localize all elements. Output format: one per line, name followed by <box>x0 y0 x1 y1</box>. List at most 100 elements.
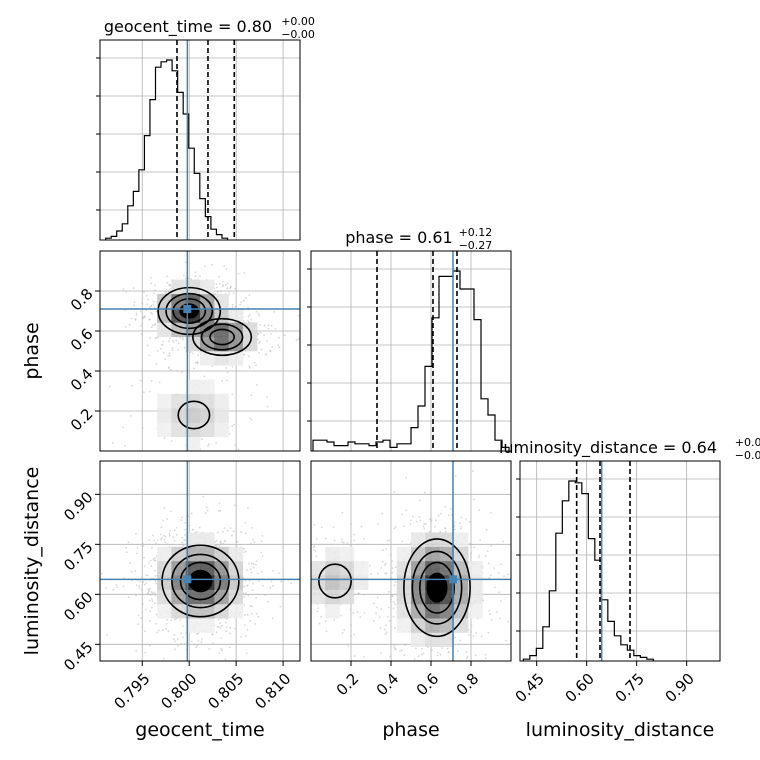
sample-point <box>132 287 135 290</box>
sample-point <box>184 277 187 280</box>
density-cell <box>396 603 412 619</box>
sample-point <box>224 490 226 492</box>
sample-point <box>145 573 148 576</box>
sample-point <box>248 417 251 420</box>
sample-point <box>465 657 468 660</box>
sample-point <box>454 475 457 477</box>
sample-point <box>400 649 403 652</box>
x-tick-label: 0.75 <box>612 670 648 706</box>
sample-point <box>307 627 309 629</box>
sample-point <box>477 556 480 559</box>
sample-point <box>394 581 397 583</box>
sample-point <box>342 541 345 544</box>
density-cell <box>157 603 172 619</box>
sample-point <box>315 538 318 540</box>
sample-point <box>148 539 151 542</box>
sample-point <box>169 337 172 340</box>
sample-point <box>171 349 174 352</box>
x-tick-label: 0.800 <box>157 670 200 713</box>
sample-point <box>219 541 222 543</box>
sample-point <box>141 302 144 305</box>
sample-point <box>489 574 492 577</box>
contour-line <box>179 561 222 601</box>
sample-point <box>320 526 323 529</box>
sample-point <box>496 611 498 614</box>
sample-point <box>316 610 319 613</box>
density-cell <box>200 546 215 562</box>
sample-point <box>225 379 228 382</box>
sample-point <box>231 534 233 537</box>
sample-point <box>152 303 155 306</box>
sample-point <box>243 624 246 627</box>
sample-point <box>278 572 281 575</box>
sample-point <box>181 541 184 544</box>
sample-point <box>231 303 234 306</box>
sample-point <box>318 622 321 625</box>
sample-point <box>125 546 128 549</box>
sample-point <box>386 540 389 542</box>
sample-point <box>236 540 239 543</box>
sample-point <box>145 582 148 585</box>
sample-point <box>488 577 491 579</box>
sample-point <box>260 551 263 554</box>
sample-point <box>145 309 148 312</box>
sample-point <box>169 285 172 287</box>
sample-point <box>153 559 156 562</box>
sample-point <box>154 322 157 325</box>
sample-point <box>453 523 456 526</box>
sample-point <box>487 562 490 565</box>
sample-point <box>171 340 174 342</box>
panel-frame <box>99 39 301 241</box>
sample-point <box>505 639 507 642</box>
sample-point <box>173 529 176 532</box>
sample-point <box>196 361 199 364</box>
sample-point <box>264 594 267 597</box>
sample-point <box>234 305 237 308</box>
sample-point <box>152 300 155 303</box>
sample-point <box>164 358 167 361</box>
sample-point <box>489 512 492 514</box>
sample-point <box>229 646 231 649</box>
title-lower-error: −0.00 <box>281 28 315 41</box>
sample-point <box>297 574 299 576</box>
sample-point <box>301 567 303 569</box>
density-cell <box>185 408 201 423</box>
sample-point <box>150 326 153 329</box>
density-cell <box>325 546 340 562</box>
sample-point <box>231 393 234 396</box>
sample-point <box>433 525 436 528</box>
sample-point <box>418 499 421 502</box>
sample-point <box>223 527 226 529</box>
sample-point <box>423 523 426 525</box>
sample-point <box>116 586 119 589</box>
sample-point <box>203 265 206 268</box>
density-cell <box>185 379 201 395</box>
density-cell <box>325 589 340 605</box>
sample-point <box>248 366 251 369</box>
sample-point <box>272 585 274 587</box>
sample-point <box>383 628 386 631</box>
sample-point <box>149 587 152 590</box>
sample-point <box>184 521 187 524</box>
sample-point <box>151 547 153 549</box>
sample-point <box>149 610 152 613</box>
sample-point <box>389 600 392 603</box>
sample-point <box>240 531 243 533</box>
sample-point <box>191 352 194 355</box>
sample-point <box>347 645 350 648</box>
sample-point <box>506 620 509 623</box>
sample-point <box>105 587 107 590</box>
sample-point <box>225 621 227 624</box>
sample-point <box>420 653 423 656</box>
sample-point <box>177 349 179 351</box>
sample-point <box>385 548 388 550</box>
sample-point <box>249 313 252 316</box>
sample-point <box>314 550 317 553</box>
truth-marker <box>183 575 192 584</box>
contour-line <box>161 544 240 618</box>
density-cell <box>214 422 229 438</box>
sample-point <box>154 557 156 560</box>
sample-point <box>157 629 160 632</box>
sample-point <box>376 606 378 609</box>
sample-point <box>144 608 147 611</box>
